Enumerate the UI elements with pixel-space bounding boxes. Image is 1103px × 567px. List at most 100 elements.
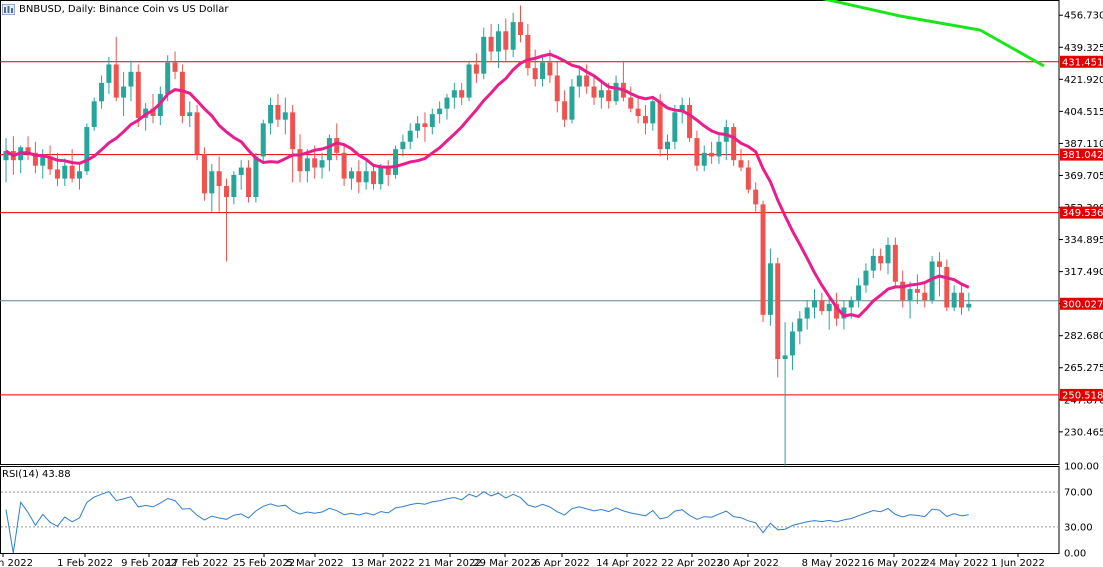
candle-body (738, 160, 744, 168)
candle-body (797, 318, 803, 332)
level-price-tag (1060, 148, 1103, 161)
candle-body (209, 171, 215, 194)
candle-body (606, 90, 612, 102)
candle-body (944, 266, 950, 308)
candle (121, 71, 127, 116)
candle (319, 152, 325, 179)
candle-body (253, 156, 259, 198)
candle-body (959, 292, 964, 308)
candle-body (466, 64, 472, 98)
level-price-label: 381.042 (1062, 150, 1103, 161)
candle-body (54, 169, 60, 179)
candle (775, 257, 781, 378)
candle-body (407, 130, 413, 142)
candle (106, 57, 112, 94)
level-price-tag (1060, 206, 1103, 219)
candle-body (767, 263, 773, 315)
candle (672, 104, 678, 150)
candle-body (201, 154, 207, 194)
candle (576, 68, 582, 98)
candle (914, 274, 920, 304)
time-tick-label: 25 Feb 2022 (233, 558, 295, 567)
candle (863, 263, 869, 293)
price-tick-label: 334.895 (1064, 235, 1103, 246)
candle-body (194, 112, 200, 155)
candle-body (444, 97, 450, 109)
candle-body (753, 189, 759, 205)
candle-body (77, 171, 82, 179)
candle (246, 160, 252, 203)
candle-body (238, 167, 244, 175)
time-tick-label: 9 Feb 2022 (121, 558, 177, 567)
candle (540, 55, 546, 87)
candle-body (371, 171, 376, 185)
candle (407, 123, 413, 150)
candle-body (216, 171, 222, 186)
candle (481, 27, 487, 80)
candle-body (246, 167, 252, 198)
rsi-tick-label: 0.00 (1064, 549, 1086, 560)
time-tick-label: 8 May 2022 (802, 558, 861, 567)
price-tick-label: 421.920 (1064, 75, 1103, 86)
candle-body (297, 149, 303, 172)
candle-body (422, 123, 428, 128)
candle (224, 178, 229, 262)
time-tick-label: 24 Jan 2022 (0, 558, 33, 567)
candle-body (635, 108, 641, 116)
candle-body (304, 158, 310, 172)
chart-header: BNBUSD, Daily: Binance Coin vs US Dollar (2, 2, 229, 16)
candle (253, 152, 259, 203)
time-tick-label: 13 Mar 2022 (351, 558, 414, 567)
candle-body (870, 255, 876, 271)
candle-body (914, 289, 920, 293)
candle-body (260, 123, 266, 157)
candle-body (135, 71, 141, 118)
price-tick-label: 456.730 (1064, 11, 1103, 22)
candle-body (789, 331, 795, 356)
candle-body (437, 108, 443, 115)
candle (767, 248, 773, 326)
candle (216, 156, 222, 212)
candle-body (745, 167, 751, 190)
candle-body (775, 263, 781, 360)
price-panel-frame (0, 0, 1060, 465)
time-tick-label: 14 Apr 2022 (596, 558, 658, 567)
candle-body (863, 270, 869, 286)
candle (856, 278, 862, 308)
last-price-tag (1060, 297, 1103, 310)
price-tick-label: 282.680 (1064, 331, 1103, 342)
candle (584, 64, 590, 94)
candle-body (841, 307, 847, 319)
candle (532, 49, 538, 87)
candle-body (613, 82, 619, 102)
candle (518, 5, 523, 43)
candle-body (628, 97, 634, 109)
candle (290, 104, 296, 183)
candle (135, 64, 141, 128)
candle (878, 248, 884, 271)
candle-body (760, 204, 766, 315)
rsi-tick-label: 30.00 (1064, 522, 1093, 533)
candle-body (113, 64, 119, 98)
candle (62, 158, 68, 186)
candle-body (32, 152, 38, 166)
candle-body (598, 90, 604, 98)
candle (415, 116, 421, 139)
candle-body (929, 261, 935, 301)
candle-body (804, 307, 810, 319)
moving-average-fast-line (5, 52, 970, 319)
candle (789, 322, 795, 371)
candle (488, 23, 494, 61)
candle (554, 60, 560, 113)
candle (966, 292, 972, 312)
candle-body (951, 292, 957, 308)
candle (128, 60, 134, 102)
candle-body (650, 101, 656, 124)
candle (782, 322, 788, 466)
candle (231, 171, 237, 205)
candle (268, 97, 274, 135)
candle (613, 75, 619, 105)
time-tick-label: 16 May 2022 (861, 558, 926, 567)
candle (32, 141, 38, 174)
candle-body (99, 82, 105, 102)
